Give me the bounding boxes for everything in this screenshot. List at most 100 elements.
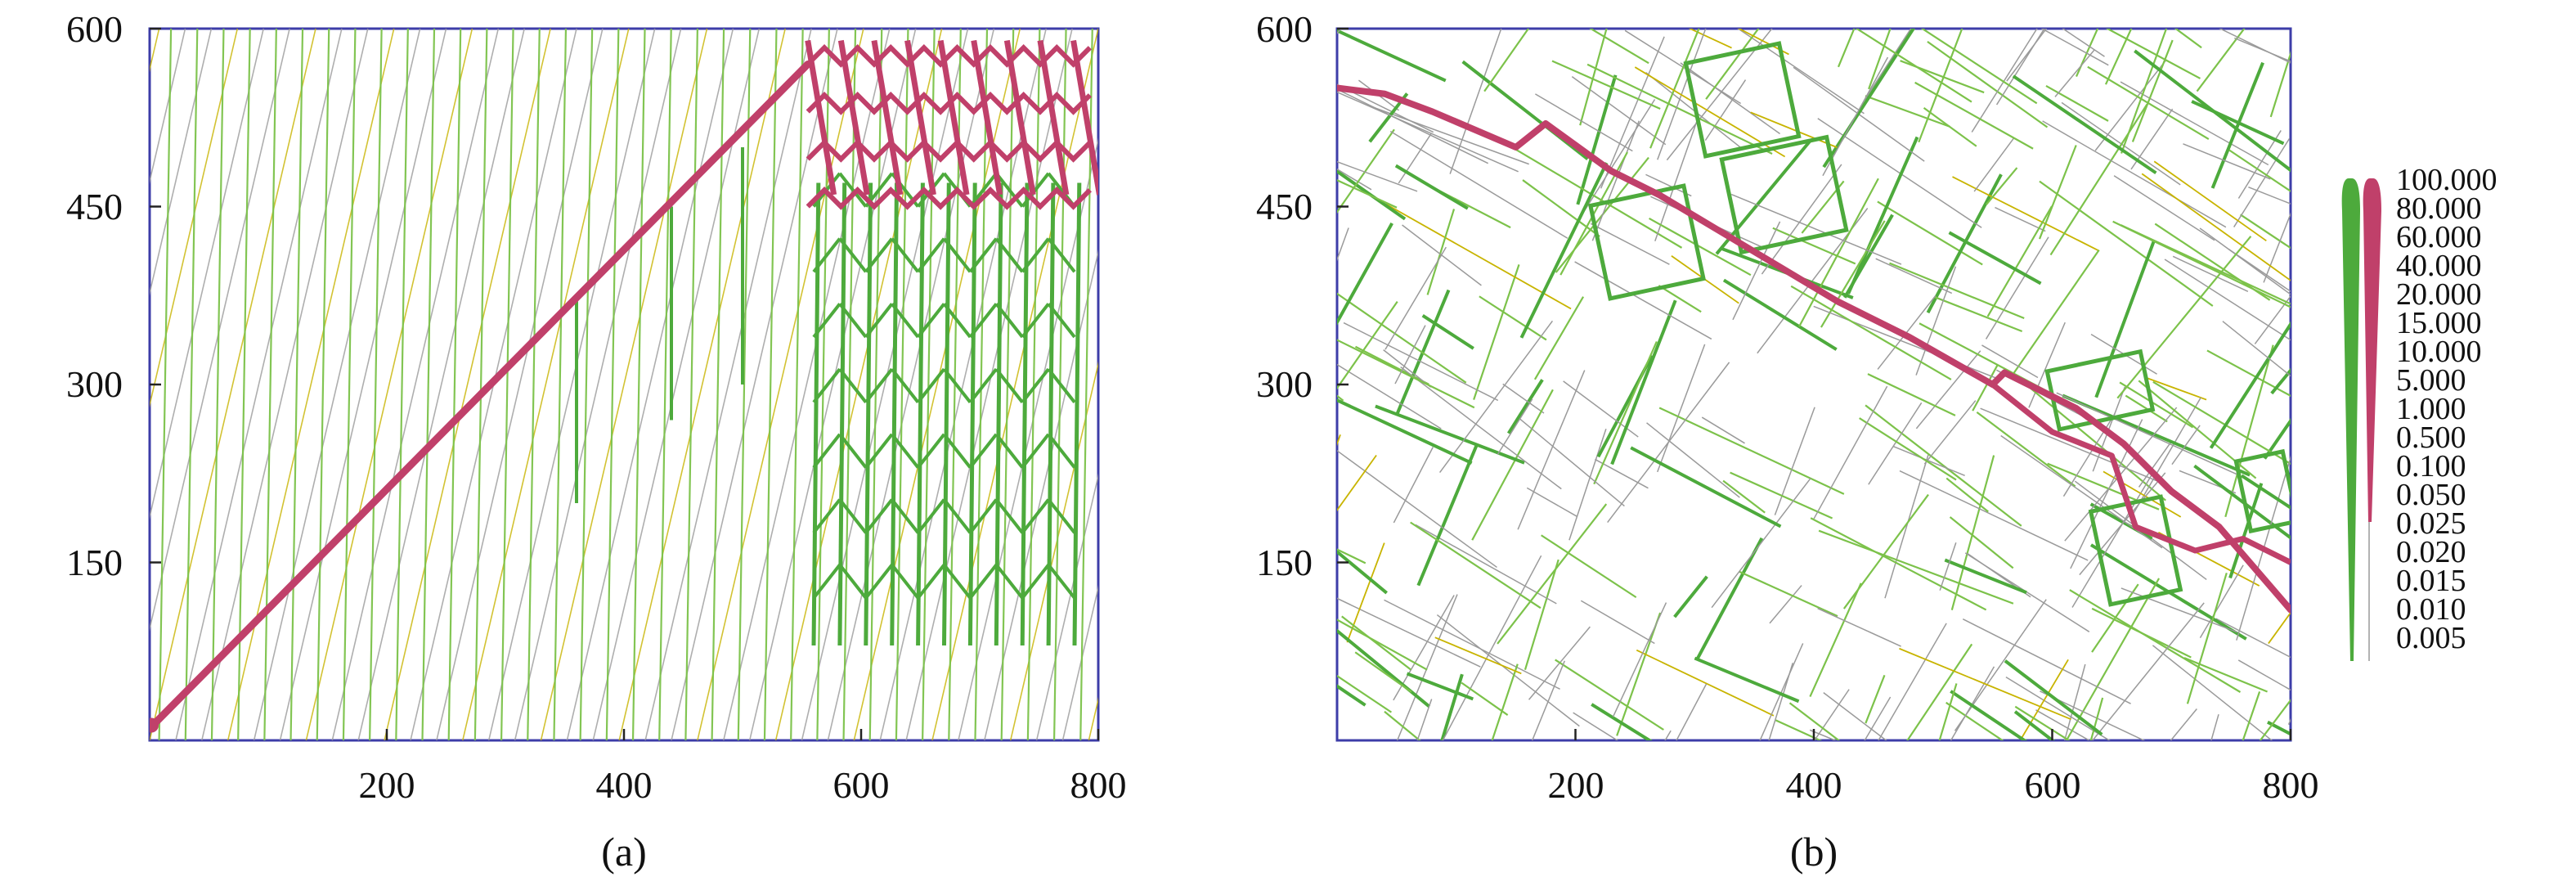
panel-b-fracture (1398, 133, 1432, 184)
panel-b-fracture (2038, 145, 2077, 240)
panel-b-fracture (1343, 322, 1499, 402)
panel-b-fracture (1337, 449, 1497, 569)
panel-a-y-tick: 600 (66, 8, 123, 50)
panel-a-green-flow-segment (994, 367, 1024, 403)
panel-b-fracture (1971, 29, 2038, 133)
panel-a-diagonal-fracture (540, 29, 708, 740)
panel-b-fracture (1775, 719, 1823, 740)
panel-b-fracture (2153, 160, 2267, 242)
panel-a-diagonal-fracture (801, 29, 969, 740)
panel-b-fracture (2210, 61, 2264, 189)
panel-a-green-flow-segment (994, 564, 1024, 600)
panel-b-fracture (1400, 366, 1562, 490)
panel-b-fracture (2242, 691, 2261, 740)
panel-b-fracture (2010, 250, 2100, 377)
panel-b-fracture (1865, 95, 1950, 128)
panel-b-fracture (1568, 429, 1607, 541)
panel-b-fracture (1923, 106, 1977, 147)
panel-b-fracture (1436, 614, 1580, 727)
panel-b-fracture (1434, 636, 1522, 675)
panel-b-fracture (1634, 66, 1786, 158)
panel-a-vertical-fracture (658, 29, 672, 740)
panel-a-diagonal-fracture (462, 29, 630, 740)
panel-b-fracture (1519, 162, 1609, 339)
panel-b-fracture (2269, 50, 2291, 118)
panel-b-fracture (1864, 696, 1892, 740)
panel-a-diagonal-fracture (1035, 473, 1098, 740)
panel-b-fracture (1375, 404, 1525, 465)
panel-b-fracture (1664, 730, 1672, 740)
panel-b-fracture (1337, 83, 1434, 133)
panel-b-fracture (2199, 564, 2244, 638)
panel-b-fracture (1438, 320, 1554, 473)
panel-b-fracture (1337, 339, 1475, 409)
panel-b-fracture (1461, 681, 1509, 716)
panel-b-fracture (2120, 224, 2291, 305)
legend-red-bar (2363, 178, 2381, 522)
panel-b-fracture (1337, 88, 1489, 164)
panel-a-vertical-fracture (868, 29, 883, 740)
panel-a-y-tick: 150 (66, 542, 123, 583)
panel-a-green-flow-segment (968, 564, 998, 600)
legend-value-label: 1.000 (2396, 392, 2466, 426)
panel-b-fracture (1576, 74, 1618, 205)
legend-value-label: 20.000 (2396, 277, 2482, 312)
panel-b-fracture (2054, 49, 2095, 97)
panel-a-green-flow-segment (967, 182, 977, 646)
panel-a-green-flow-segment (1020, 182, 1030, 646)
panel-a-green-flow-segment (891, 367, 920, 403)
panel-b-fracture (1337, 618, 1428, 671)
legend-color-bars (2341, 178, 2381, 661)
panel-a-green-flow-segment (864, 237, 894, 273)
panel-b-fracture (1877, 200, 1983, 266)
panel-a-diagonal-fracture (1009, 361, 1098, 740)
panel-b-fracture (1649, 218, 1752, 277)
panel-b-fracture (2240, 474, 2291, 510)
panel-b-fracture (1995, 29, 2045, 106)
panel-b-fracture (1416, 443, 1479, 587)
panel-b-fracture (1768, 663, 1794, 740)
panel-b-fracture (1680, 62, 1780, 135)
panel-a-diagonal-fracture (1061, 585, 1098, 740)
panel-a-diagonal-fracture (150, 29, 186, 184)
panel-b-fracture (1950, 690, 2028, 740)
panel-a-diagonal-fracture (1088, 696, 1098, 740)
panel-b-secondary-flow-path (1990, 382, 2291, 565)
panel-b-fracture (1761, 164, 1842, 275)
panel-b-fracture (1865, 404, 2022, 527)
panel-a-x-tick: 200 (359, 764, 415, 806)
panel-a-red-flow-segment (871, 39, 904, 196)
panel-b-fracture (2076, 29, 2099, 77)
panel-b-fracture (2248, 186, 2291, 205)
panel-a-red-flow-segment (937, 39, 970, 196)
panel-a-green-flow-segment (891, 433, 920, 469)
panel-a-diagonal-fracture (905, 29, 1073, 740)
panel-a-vertical-fracture (763, 29, 778, 740)
panel-b-fracture (1471, 389, 1554, 541)
panel-b-fracture (1842, 493, 1929, 609)
panel-a-diagonal-fracture (331, 29, 500, 740)
panel-b-fracture (1972, 363, 1999, 412)
panel-b-fracture (1864, 29, 1912, 101)
panel-a-diagonal-fracture (305, 29, 473, 740)
panel-a-diagonal-fracture (357, 29, 525, 740)
panel-b-fracture (1889, 262, 2025, 320)
panel-b-x-tick: 400 (1786, 764, 1842, 806)
panel-b-fracture (1555, 659, 1664, 731)
panel-b-fracture (1809, 582, 1862, 698)
panel-b-fracture (1666, 29, 1773, 161)
panel-b-network (1337, 29, 2291, 740)
panel-a-green-flow-segment (864, 433, 894, 469)
panel-b-fracture (1479, 295, 1547, 341)
panel-a-diagonal-fracture (150, 29, 290, 632)
panel-b-fracture (1473, 264, 1520, 400)
panel-b-fracture (2125, 394, 2168, 423)
panel-a-diagonal-fracture (931, 29, 1098, 740)
legend-value-label: 0.025 (2396, 506, 2466, 541)
panel-a-green-flow-segment (994, 498, 1024, 534)
panel-b-fracture (2028, 322, 2066, 408)
panel-b-fracture (1914, 81, 2034, 150)
panel-a-green-flow-segment (917, 237, 946, 273)
panel-b-fracture (1337, 29, 1447, 83)
panel-b-fracture (1737, 29, 1865, 115)
